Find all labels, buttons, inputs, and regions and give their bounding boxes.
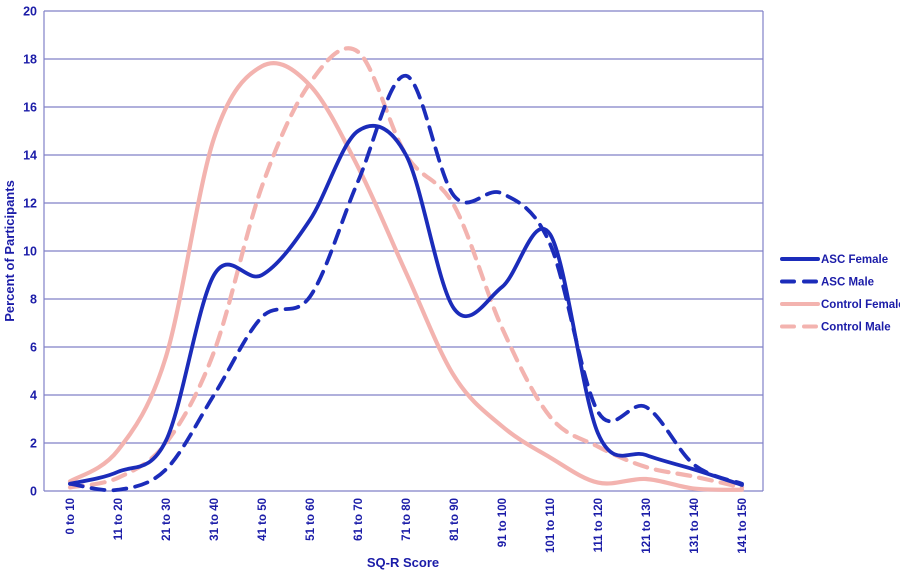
gridlines [43, 10, 764, 492]
x-tick-label: 141 to 150 [737, 498, 749, 554]
x-tick-label: 81 to 90 [449, 498, 461, 541]
y-tick-label: 16 [23, 101, 37, 115]
y-axis-tick-labels: 0 2 4 6 8 10 12 14 16 18 20 [23, 5, 37, 499]
x-tick-label: 0 to 10 [65, 498, 77, 534]
y-tick-label: 2 [30, 437, 37, 451]
legend-item-control-male: Control Male [780, 322, 891, 334]
x-tick-label: 121 to 130 [641, 498, 653, 554]
legend-label-asc-male: ASC Male [821, 277, 874, 289]
series-lines [67, 46, 745, 493]
x-tick-label: 51 to 60 [305, 498, 317, 541]
y-tick-label: 6 [30, 341, 37, 355]
y-axis-title: Percent of Participants [2, 180, 17, 322]
x-tick-label: 61 to 70 [353, 498, 365, 541]
y-tick-label: 0 [30, 485, 37, 499]
x-axis-tick-labels: 0 to 10 11 to 20 21 to 30 31 to 40 41 to 50 5… [65, 498, 749, 554]
y-tick-label: 10 [23, 245, 37, 259]
x-tick-label: 71 to 80 [401, 498, 413, 541]
legend: ASC Female ASC Male Control Female Control … [780, 254, 900, 334]
y-tick-label: 8 [30, 293, 37, 307]
x-tick-label: 11 to 20 [113, 498, 125, 540]
x-tick-label: 41 to 50 [257, 498, 269, 541]
x-tick-label: 101 to 110 [545, 498, 557, 553]
legend-label-control-female: Control Female [821, 299, 900, 311]
y-tick-label: 4 [30, 389, 37, 403]
legend-item-asc-female: ASC Female [780, 254, 888, 266]
x-axis-title: SQ-R Score [367, 555, 439, 570]
x-tick-label: 131 to 140 [689, 498, 701, 554]
series-line-control-female [67, 61, 745, 492]
x-tick-label: 91 to 100 [497, 498, 509, 547]
x-tick-label: 31 to 40 [209, 498, 221, 541]
x-tick-label: 111 to 120 [593, 498, 605, 552]
legend-label-control-male: Control Male [821, 322, 891, 334]
legend-label-asc-female: ASC Female [821, 254, 888, 266]
legend-item-control-female: Control Female [780, 299, 900, 311]
series-line-asc-female [68, 123, 744, 487]
series-line-asc-male [68, 73, 744, 493]
y-tick-label: 20 [23, 5, 37, 19]
legend-item-asc-male: ASC Male [780, 277, 874, 289]
x-tick-label: 21 to 30 [161, 498, 173, 541]
y-tick-label: 12 [23, 197, 37, 211]
y-tick-label: 14 [23, 149, 37, 163]
y-tick-label: 18 [23, 53, 37, 67]
